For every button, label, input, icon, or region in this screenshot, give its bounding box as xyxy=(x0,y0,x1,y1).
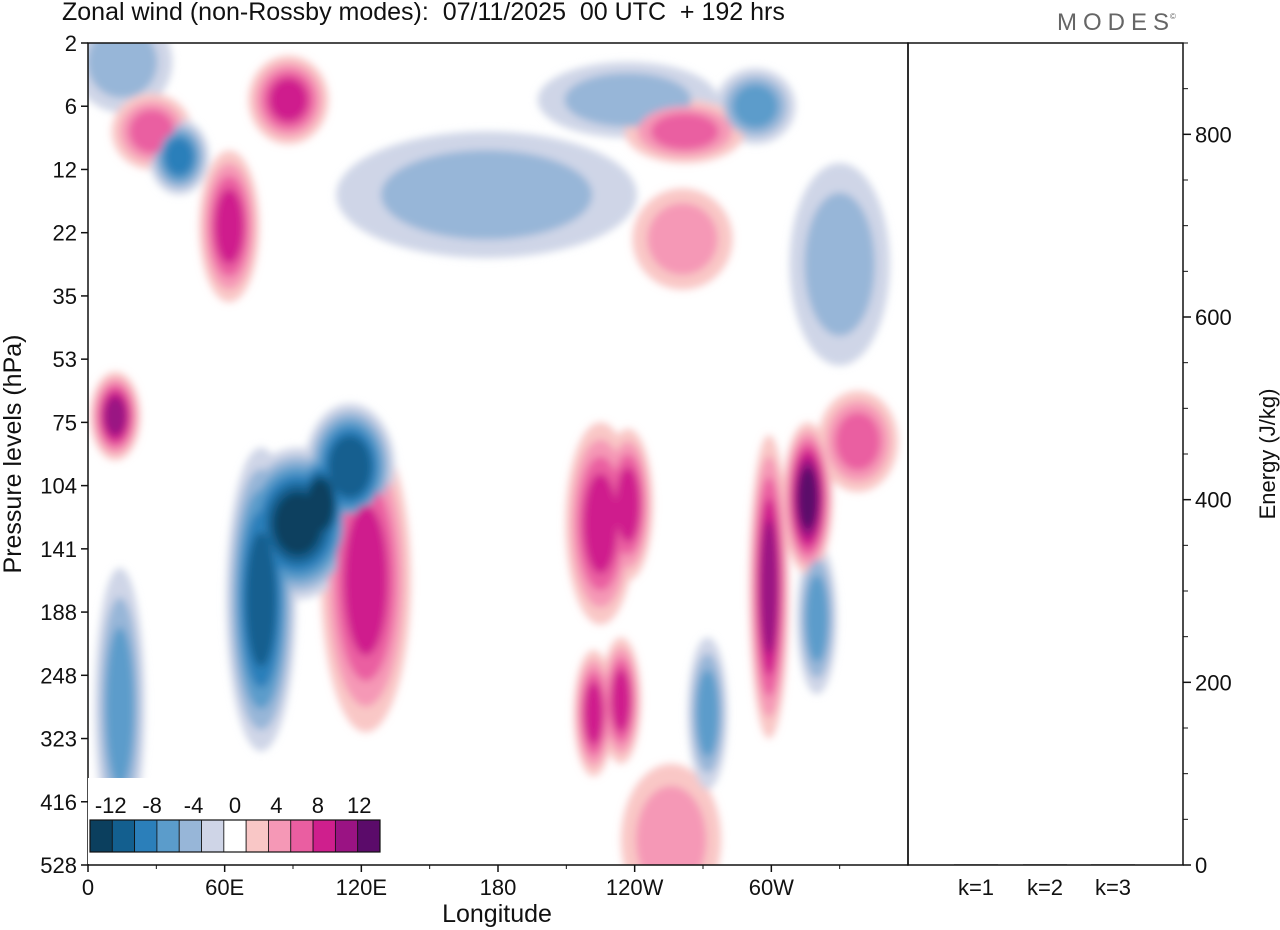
y-tick-label: 248 xyxy=(40,663,77,688)
colorbar-swatch xyxy=(357,819,381,853)
energy-tick-label: 0 xyxy=(1195,853,1207,878)
x-tick-label: 0 xyxy=(82,875,94,900)
y-tick-label: 528 xyxy=(40,853,77,878)
x-tick-label: 120E xyxy=(336,875,387,900)
contour-region xyxy=(164,138,194,176)
contour-region xyxy=(732,84,778,129)
energy-tick-label: 400 xyxy=(1195,488,1232,513)
logo-text: MODES xyxy=(1057,9,1176,36)
colorbar-frame xyxy=(89,819,381,853)
heatmap-field xyxy=(88,43,898,865)
contour-fill xyxy=(88,43,898,865)
contour-region xyxy=(214,188,244,264)
contour-region xyxy=(635,785,707,865)
contour-region xyxy=(104,396,127,436)
contour-region xyxy=(760,519,778,655)
x-tick-label: 120W xyxy=(606,875,664,900)
x-tick-label: 60W xyxy=(749,875,794,900)
y-tick-label: 2 xyxy=(65,31,77,56)
colorbar: -12 -8 -4 0 4 8 12 xyxy=(88,778,388,864)
contour-region xyxy=(88,43,158,98)
energy-axis-label: Energy (J/kg) xyxy=(1255,389,1280,520)
colorbar-swatch xyxy=(111,819,136,853)
contour-region xyxy=(797,467,818,530)
colorbar-swatch xyxy=(178,819,202,853)
colorbar-swatch xyxy=(268,819,292,853)
y-tick-label: 12 xyxy=(53,157,77,182)
colorbar-swatch xyxy=(201,819,225,853)
colorbar-swatch xyxy=(245,819,269,853)
energy-category-label: k=2 xyxy=(1027,875,1063,900)
colorbar-swatch xyxy=(312,819,336,853)
colorbar-label: 12 xyxy=(347,793,371,818)
y-tick-label: 53 xyxy=(53,347,77,372)
energy-tick-label: 200 xyxy=(1195,670,1232,695)
y-tick-label: 22 xyxy=(53,221,77,246)
pressure-axis: 2 6 12 22 35 53 75 104 141 188 248 323 416 528 xyxy=(40,31,88,878)
colorbar-label: 8 xyxy=(312,793,324,818)
energy-bar xyxy=(1091,864,1135,866)
energy-panel-frame xyxy=(907,42,1184,866)
colorbar-swatch xyxy=(223,819,247,853)
modes-logo: MODES© xyxy=(1057,9,1181,37)
colorbar-label: -12 xyxy=(95,793,127,818)
contour-region xyxy=(328,435,372,498)
contour-region xyxy=(246,532,277,667)
contour-region xyxy=(696,669,719,757)
y-tick-label: 141 xyxy=(40,537,77,562)
x-tick-label: 180 xyxy=(480,875,517,900)
energy-tick-label: 600 xyxy=(1195,305,1232,330)
colorbar-swatch xyxy=(89,819,113,853)
energy-category-label: k=3 xyxy=(1095,875,1131,900)
contour-region xyxy=(615,467,640,543)
colorbar-label: -4 xyxy=(184,793,204,818)
colorbar-label: 0 xyxy=(229,793,241,818)
energy-category-label: k=1 xyxy=(958,875,994,900)
x-tick-label: 60E xyxy=(205,875,244,900)
contour-region xyxy=(307,479,334,531)
contour-region xyxy=(105,627,134,787)
longitude-axis: 0 60E 120E 180 120W 60W xyxy=(82,865,841,900)
contour-region xyxy=(647,203,718,275)
y-tick-label: 104 xyxy=(40,474,77,499)
contour-region xyxy=(583,681,604,745)
energy-tick-label: 800 xyxy=(1195,122,1232,147)
y-tick-label: 6 xyxy=(65,94,77,119)
x-axis-label: Longitude xyxy=(442,900,552,928)
contour-region xyxy=(835,412,881,471)
contour-region xyxy=(269,78,308,122)
logo-mark: © xyxy=(1170,12,1176,21)
y-tick-label: 416 xyxy=(40,790,77,815)
contour-region xyxy=(611,669,631,732)
colorbar-swatch xyxy=(134,819,158,853)
y-tick-label: 35 xyxy=(53,284,77,309)
contour-region xyxy=(381,149,593,240)
energy-axis: 0 200 400 600 800 xyxy=(1183,42,1232,878)
colorbar-swatch xyxy=(290,819,314,853)
colorbar-swatch xyxy=(334,819,359,853)
contour-region xyxy=(804,192,875,337)
y-tick-label: 75 xyxy=(53,410,77,435)
energy-bar xyxy=(954,864,998,866)
y-axis-label: Pressure levels (hPa) xyxy=(0,335,27,574)
energy-bar xyxy=(1023,864,1067,866)
contour-region xyxy=(344,505,388,656)
contour-region xyxy=(583,473,618,574)
chart-title: Zonal wind (non-Rossby modes): 07/11/202… xyxy=(62,0,785,26)
y-tick-label: 188 xyxy=(40,600,77,625)
colorbar-swatch xyxy=(156,819,180,853)
energy-bars: k=1 k=2 k=3 xyxy=(954,864,1135,900)
contour-region xyxy=(650,113,719,150)
colorbar-label: -8 xyxy=(142,793,162,818)
contour-region xyxy=(805,574,829,662)
colorbar-label: 4 xyxy=(270,793,282,818)
y-tick-label: 323 xyxy=(40,727,77,752)
